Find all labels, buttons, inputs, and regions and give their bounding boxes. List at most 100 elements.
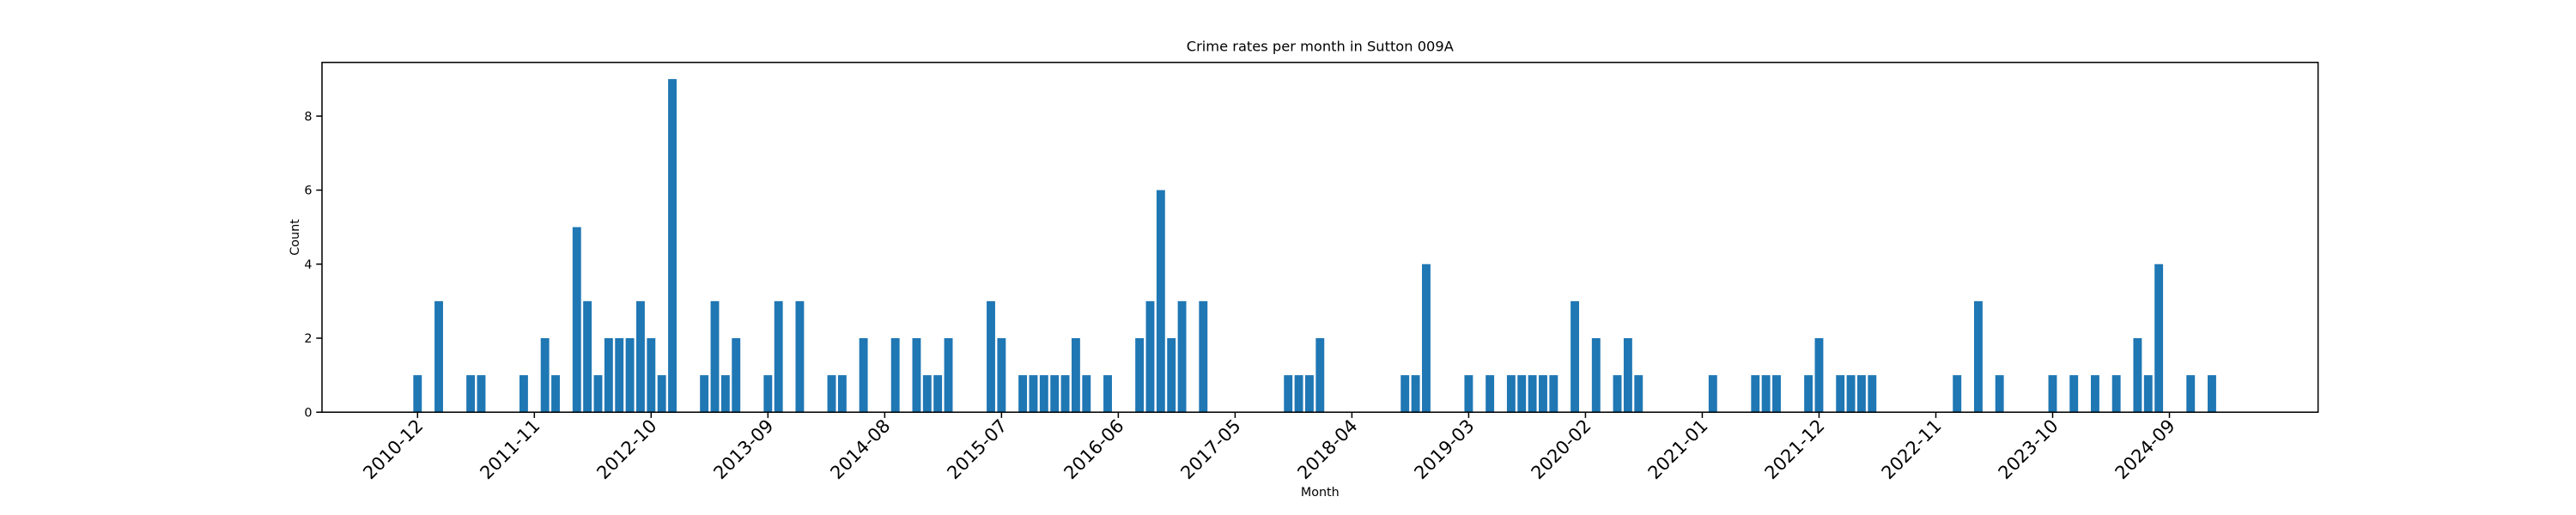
bar [1060, 375, 1070, 413]
y-tick-label: 4 [304, 258, 312, 272]
y-tick-label: 2 [304, 332, 312, 346]
bar [2133, 337, 2142, 413]
bar [625, 337, 635, 413]
bar [1708, 375, 1717, 413]
bar [1506, 375, 1516, 413]
bar [774, 300, 783, 413]
bar [604, 337, 613, 413]
bar [1103, 375, 1112, 413]
bar [519, 375, 528, 413]
x-tick-label: 2020-02 [1527, 415, 1595, 483]
bar [1868, 375, 1877, 413]
bar [1167, 337, 1176, 413]
bar [2208, 375, 2216, 413]
x-tick-label: 2014-08 [826, 415, 895, 483]
bar [636, 300, 645, 413]
bar [710, 300, 720, 413]
bar [1856, 375, 1866, 413]
bar [1539, 375, 1547, 413]
bar [1177, 300, 1187, 413]
bar [732, 337, 741, 413]
bar [1591, 337, 1601, 413]
bar [593, 375, 603, 413]
bar [859, 337, 868, 413]
bar [1156, 190, 1165, 413]
bar [1549, 375, 1558, 413]
x-tick-label: 2021-01 [1643, 415, 1712, 483]
bar [1029, 375, 1038, 413]
bar [1411, 375, 1420, 413]
bar [837, 375, 847, 413]
bar [434, 300, 443, 413]
bar [1485, 375, 1495, 413]
bar [1050, 375, 1060, 413]
bar [2091, 375, 2099, 413]
bar [615, 337, 624, 413]
y-axis-label: Count [289, 219, 302, 256]
bar [922, 375, 932, 413]
x-tick-label: 2019-03 [1410, 415, 1479, 483]
bar [1761, 375, 1771, 413]
bar [1751, 375, 1760, 413]
bar [466, 375, 476, 413]
x-tick-label: 2012-10 [592, 415, 661, 483]
bar [1145, 300, 1155, 413]
bar [657, 375, 666, 413]
chart-title: Crime rates per month in Sutton 009A [1187, 38, 1454, 54]
x-tick-label: 2011-11 [476, 415, 544, 483]
bar [572, 227, 581, 413]
bar [1953, 375, 1962, 413]
bar [1846, 375, 1856, 413]
bar [1517, 375, 1527, 413]
x-tick-label: 2024-09 [2111, 415, 2179, 483]
bar [1135, 337, 1145, 413]
bar [2186, 375, 2196, 413]
bar [647, 337, 656, 413]
x-tick-label: 2021-12 [1760, 415, 1829, 483]
bar [583, 300, 592, 413]
bar [1315, 337, 1325, 413]
bar [720, 375, 730, 413]
bar [987, 300, 995, 413]
bar [1814, 337, 1824, 413]
bar [1772, 375, 1781, 413]
bar [1973, 300, 1983, 413]
bar [2048, 375, 2057, 413]
y-tick-label: 6 [304, 185, 312, 198]
bar [2111, 375, 2121, 413]
bar [1199, 300, 1208, 413]
bar [1623, 337, 1632, 413]
bar [1018, 375, 1028, 413]
bar [1294, 375, 1303, 413]
bar [2069, 375, 2079, 413]
bar [477, 375, 486, 413]
bar [1804, 375, 1814, 413]
bar [413, 375, 422, 413]
bar [1082, 375, 1091, 413]
bar [1039, 375, 1048, 413]
bar [763, 375, 773, 413]
bar [1284, 375, 1293, 413]
bar [1464, 375, 1473, 413]
bar [890, 337, 900, 413]
x-tick-label: 2015-07 [943, 415, 1012, 483]
bar [1304, 375, 1314, 413]
x-tick-label: 2017-05 [1176, 415, 1245, 483]
bar [1400, 375, 1410, 413]
plot-frame [321, 61, 2319, 413]
bar [1995, 375, 2004, 413]
bar [944, 337, 953, 413]
bar [997, 337, 1006, 413]
bar [795, 300, 805, 413]
x-tick-label: 2018-04 [1293, 415, 1362, 483]
x-tick-label: 2010-12 [359, 415, 428, 483]
bar [2154, 264, 2164, 413]
x-tick-label: 2016-06 [1060, 415, 1128, 483]
bar [540, 337, 550, 413]
bar [827, 375, 836, 413]
y-tick-label: 8 [304, 110, 312, 124]
bar [551, 375, 560, 413]
bar [1613, 375, 1622, 413]
bar [1422, 264, 1431, 413]
